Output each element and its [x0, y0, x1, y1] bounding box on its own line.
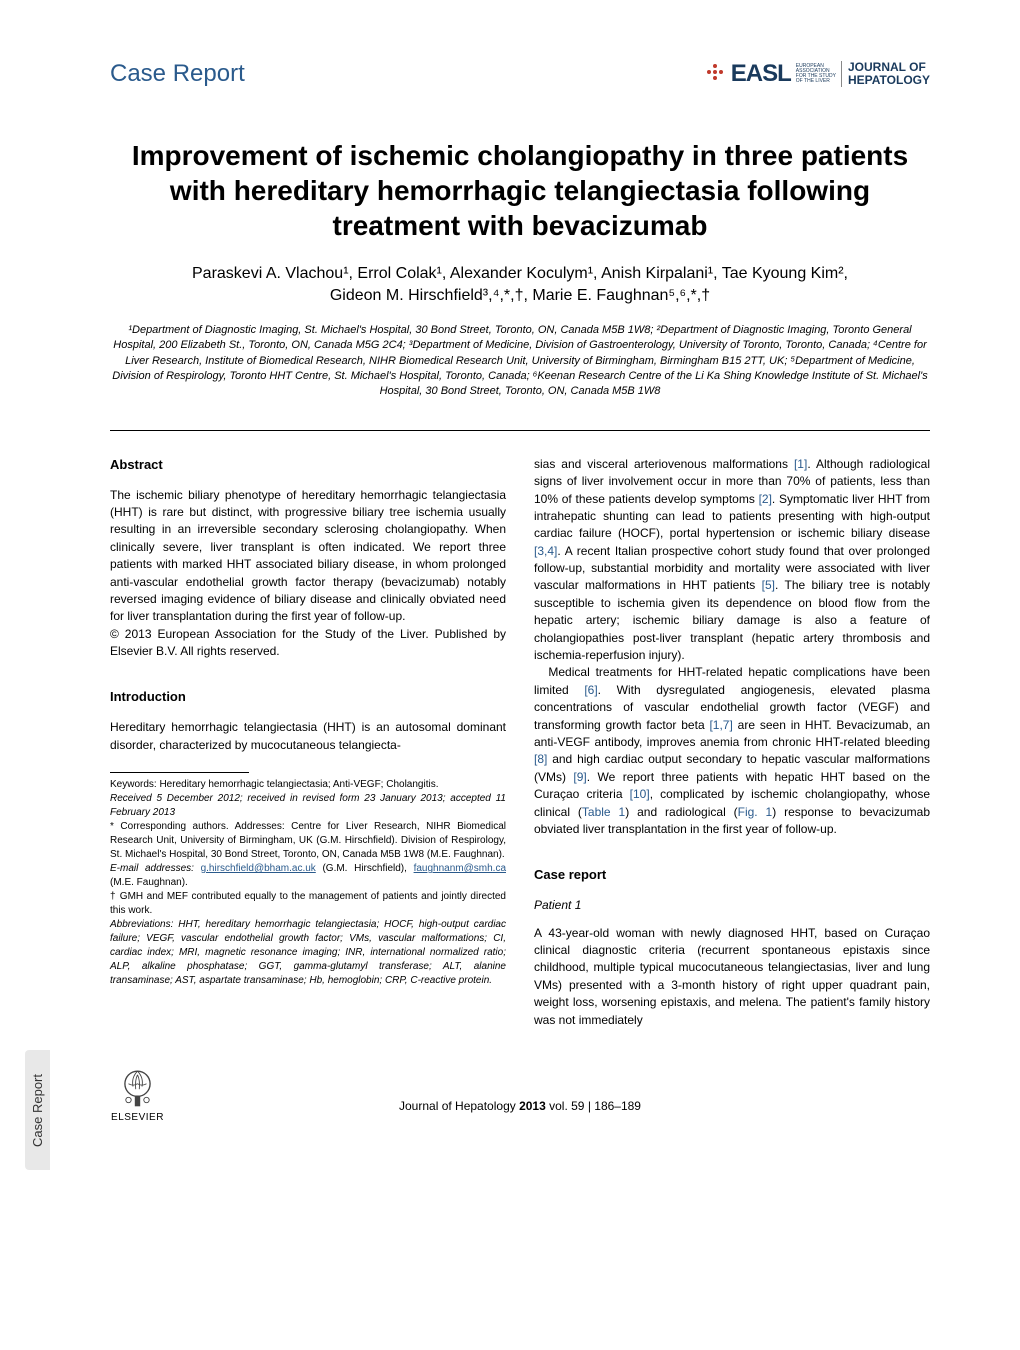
elsevier-tree-icon	[115, 1064, 160, 1109]
ref-link-8[interactable]: [8]	[534, 752, 547, 766]
easl-icon	[704, 61, 726, 88]
email-link-2[interactable]: faughnanm@smh.ca	[414, 863, 506, 874]
page-header: Case Report EASL EUROPEANASSOCIATIONFOR …	[110, 60, 930, 88]
email-line: E-mail addresses: g.hirschfield@bham.ac.…	[110, 862, 506, 890]
fig-1-link[interactable]: Fig. 1	[738, 805, 773, 819]
footnote-divider	[110, 772, 249, 773]
elsevier-logo: ELSEVIER	[110, 1064, 165, 1123]
ref-link-6[interactable]: [6]	[584, 683, 597, 697]
corresponding-authors: * Corresponding authors. Addresses: Cent…	[110, 820, 506, 862]
abbreviations: Abbreviations: HHT, hereditary hemorrhag…	[110, 918, 506, 988]
authors-list: Paraskevi A. Vlachou¹, Errol Colak¹, Ale…	[110, 263, 930, 308]
journal-logo: EASL EUROPEANASSOCIATIONFOR THE STUDYOF …	[704, 60, 930, 88]
right-para-1: sias and visceral arteriovenous malforma…	[534, 456, 930, 665]
ref-link-9[interactable]: [9]	[573, 770, 586, 784]
patient-1-body: A 43-year-old woman with newly diagnosed…	[534, 925, 930, 1029]
ref-link-10[interactable]: [10]	[630, 787, 650, 801]
easl-text: EASL	[731, 60, 791, 88]
article-title: Improvement of ischemic cholangiopathy i…	[110, 138, 930, 243]
ref-link-34[interactable]: [3,4]	[534, 544, 557, 558]
elsevier-text: ELSEVIER	[110, 1112, 165, 1123]
ref-link-2[interactable]: [2]	[759, 492, 772, 506]
sidebar-label: Case Report	[30, 1074, 45, 1147]
contribution-note: † GMH and MEF contributed equally to the…	[110, 890, 506, 918]
footnotes-block: Keywords: Hereditary hemorrhagic telangi…	[110, 778, 506, 988]
abstract-copyright: © 2013 European Association for the Stud…	[110, 626, 506, 661]
ref-link-17[interactable]: [1,7]	[709, 718, 732, 732]
easl-subtitle: EUROPEANASSOCIATIONFOR THE STUDYOF THE L…	[796, 64, 836, 84]
horizontal-divider	[110, 430, 930, 431]
sidebar-section-tab: Case Report	[25, 1050, 50, 1170]
right-column: sias and visceral arteriovenous malforma…	[534, 456, 930, 1029]
page-container: Case Report EASL EUROPEANASSOCIATIONFOR …	[0, 0, 1020, 1163]
ref-link-1[interactable]: [1]	[794, 457, 807, 471]
table-1-link[interactable]: Table 1	[582, 805, 625, 819]
journal-name: JOURNAL OF HEPATOLOGY	[841, 61, 930, 87]
abstract-body: The ischemic biliary phenotype of heredi…	[110, 487, 506, 626]
ref-link-5[interactable]: [5]	[762, 578, 775, 592]
received-dates: Received 5 December 2012; received in re…	[110, 792, 506, 820]
email-link-1[interactable]: g.hirschfield@bham.ac.uk	[201, 863, 316, 874]
section-label: Case Report	[110, 60, 245, 88]
case-report-heading: Case report	[534, 866, 930, 885]
introduction-heading: Introduction	[110, 688, 506, 707]
footer-citation: Journal of Hepatology 2013 vol. 59 | 186…	[165, 1099, 875, 1123]
introduction-body: Hereditary hemorrhagic telangiectasia (H…	[110, 719, 506, 754]
affiliations: ¹Department of Diagnostic Imaging, St. M…	[110, 323, 930, 400]
keywords: Keywords: Hereditary hemorrhagic telangi…	[110, 778, 506, 792]
left-column: Abstract The ischemic biliary phenotype …	[110, 456, 506, 1029]
right-para-2: Medical treatments for HHT-related hepat…	[534, 664, 930, 838]
page-footer: ELSEVIER Journal of Hepatology 2013 vol.…	[110, 1064, 930, 1123]
two-column-layout: Abstract The ischemic biliary phenotype …	[110, 456, 930, 1029]
abstract-heading: Abstract	[110, 456, 506, 475]
patient-1-heading: Patient 1	[534, 897, 930, 914]
